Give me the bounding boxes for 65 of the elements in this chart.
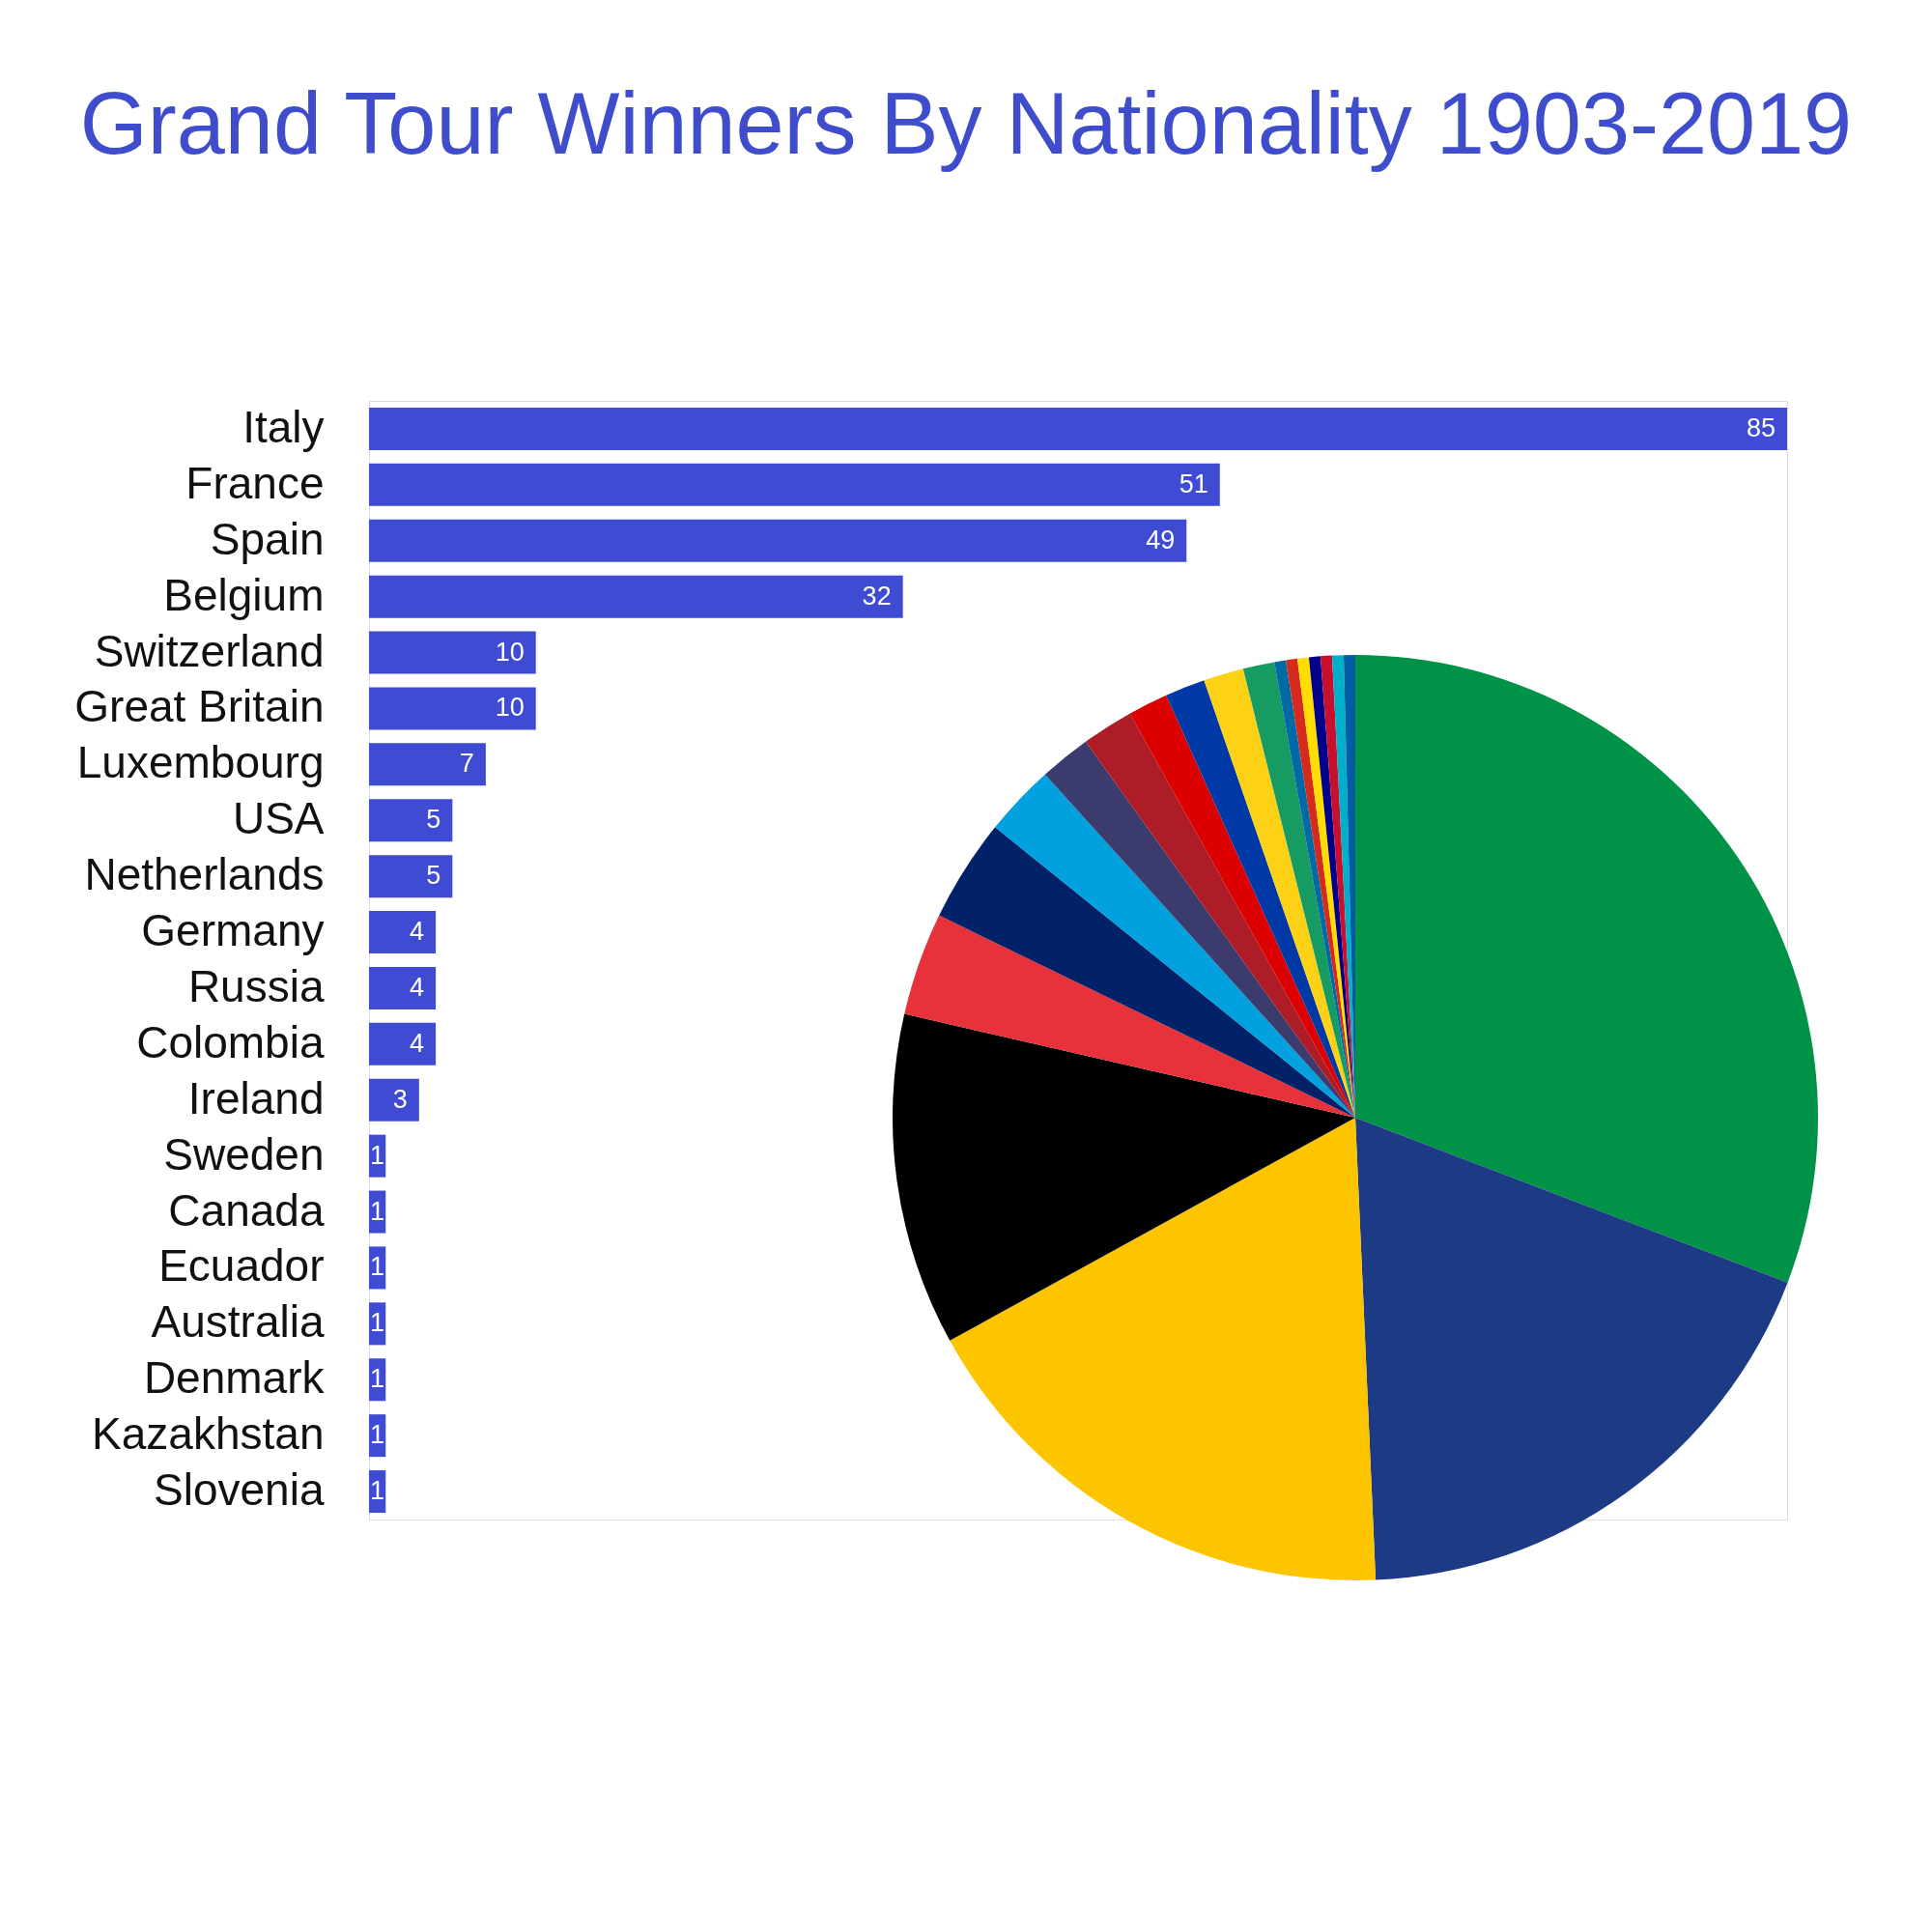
y-tick-label: Great Britain bbox=[74, 681, 325, 732]
y-tick-label: Ecuador bbox=[158, 1240, 325, 1292]
y-tick-label: Italy bbox=[242, 401, 325, 452]
bar bbox=[369, 463, 1220, 506]
data-label: 1 bbox=[370, 1476, 385, 1506]
pie-slice bbox=[995, 774, 1355, 1118]
pie-slice bbox=[1204, 668, 1355, 1118]
bar bbox=[369, 519, 1187, 562]
y-tick-label: Australia bbox=[151, 1296, 325, 1348]
y-tick-label: Belgium bbox=[163, 569, 325, 620]
bar bbox=[369, 743, 486, 786]
y-tick-label: Russia bbox=[187, 960, 325, 1011]
y-tick-label: Kazakhstan bbox=[92, 1408, 325, 1460]
pie-slice bbox=[904, 915, 1355, 1118]
bar bbox=[369, 687, 536, 730]
bar bbox=[369, 911, 437, 954]
y-tick-label: USA bbox=[232, 793, 325, 844]
data-label: 4 bbox=[410, 917, 425, 947]
data-label: 85 bbox=[1746, 412, 1776, 442]
data-label: 5 bbox=[426, 805, 441, 835]
y-tick-label: Ireland bbox=[187, 1072, 325, 1123]
data-label: 4 bbox=[410, 1028, 425, 1058]
y-tick-label: Canada bbox=[168, 1184, 325, 1236]
data-label: 49 bbox=[1146, 525, 1176, 554]
y-tick-label: Luxembourg bbox=[76, 737, 325, 788]
data-label: 10 bbox=[495, 693, 525, 723]
data-label: 51 bbox=[1179, 469, 1208, 498]
pie-slice bbox=[1085, 713, 1355, 1118]
y-tick-label: Germany bbox=[141, 905, 325, 956]
data-label: 7 bbox=[459, 749, 474, 779]
data-label: 10 bbox=[495, 637, 525, 667]
bar bbox=[369, 407, 1787, 450]
bar bbox=[369, 799, 453, 842]
y-tick-label: Denmark bbox=[143, 1352, 326, 1404]
pie-slice bbox=[1242, 662, 1355, 1118]
data-label: 3 bbox=[392, 1084, 408, 1114]
pie-slice bbox=[939, 827, 1355, 1118]
y-tick-label: Colombia bbox=[136, 1016, 325, 1067]
bar bbox=[369, 631, 536, 674]
data-label: 1 bbox=[370, 1364, 385, 1394]
bar bbox=[369, 1078, 419, 1122]
data-label: 32 bbox=[862, 581, 892, 611]
pie-slice bbox=[1355, 655, 1818, 1283]
y-tick-label: France bbox=[185, 457, 325, 508]
data-label: 1 bbox=[370, 1196, 385, 1226]
y-tick-label: Switzerland bbox=[94, 625, 325, 676]
y-tick-label: Sweden bbox=[163, 1128, 325, 1179]
data-label: 4 bbox=[410, 972, 425, 1002]
bar bbox=[369, 855, 453, 898]
pie-slice bbox=[893, 1013, 1355, 1341]
bar bbox=[369, 1022, 437, 1065]
y-tick-label: Netherlands bbox=[84, 849, 325, 900]
bar bbox=[369, 966, 437, 1009]
data-label: 1 bbox=[370, 1420, 385, 1450]
pie-slice bbox=[950, 1118, 1377, 1580]
pie-slice bbox=[1355, 1118, 1788, 1580]
bar bbox=[369, 575, 903, 618]
chart-title: Grand Tour Winners By Nationality 1903-2019 bbox=[79, 75, 1853, 172]
y-tick-label: Spain bbox=[210, 513, 325, 564]
data-label: 1 bbox=[370, 1252, 385, 1282]
y-tick-label: Slovenia bbox=[154, 1464, 325, 1516]
pie-slice bbox=[1166, 680, 1355, 1118]
data-label: 5 bbox=[426, 861, 441, 891]
data-label: 1 bbox=[370, 1308, 385, 1338]
data-label: 1 bbox=[370, 1140, 385, 1170]
